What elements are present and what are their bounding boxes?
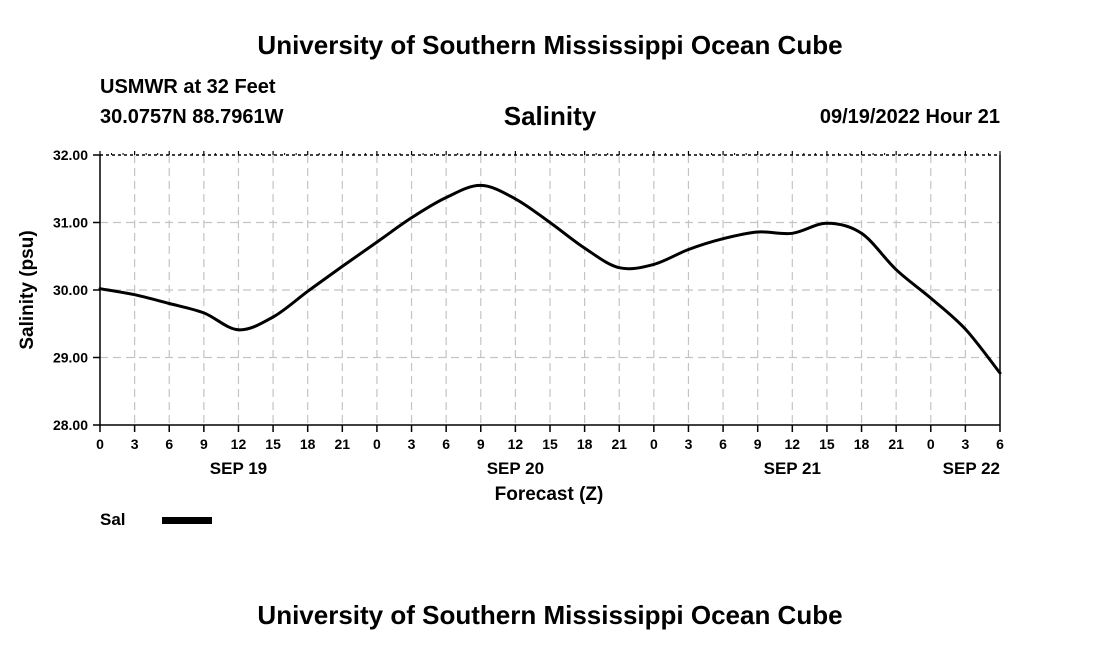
- y-axis-ticks: 28.00 29.00 30.00 31.00 32.00: [53, 147, 100, 433]
- x-tick-label: 21: [335, 436, 351, 452]
- grid: [100, 155, 1000, 425]
- x-tick-label: 18: [300, 436, 316, 452]
- x-tick-label: 15: [819, 436, 835, 452]
- y-tick-label: 31.00: [53, 215, 88, 231]
- y-axis-label: Salinity (psu): [17, 230, 38, 349]
- x-tick-label: 0: [96, 436, 104, 452]
- station-label: USMWR at 32 Feet: [100, 76, 276, 98]
- date-label: SEP 22: [943, 459, 1000, 478]
- x-tick-label: 9: [754, 436, 762, 452]
- date-label: SEP 21: [764, 459, 821, 478]
- x-tick-label: 21: [611, 436, 627, 452]
- x-tick-label: 6: [442, 436, 450, 452]
- y-tick-label: 29.00: [53, 350, 88, 366]
- series-line-sal: [98, 183, 1002, 375]
- footer-title: University of Southern Mississippi Ocean…: [257, 600, 843, 630]
- x-tick-label: 12: [231, 436, 247, 452]
- date-label: SEP 19: [210, 459, 267, 478]
- y-tick-label: 30.00: [53, 282, 88, 298]
- x-tick-label: 9: [477, 436, 485, 452]
- x-tick-label: 3: [131, 436, 139, 452]
- salinity-chart: 28.00 29.00 30.00 31.00 32.00 0 3 6 9 12 15 18 21 0 3…: [17, 147, 1004, 505]
- x-tick-label: 3: [685, 436, 693, 452]
- chart-title: Salinity: [503, 101, 597, 131]
- x-tick-label: 12: [785, 436, 801, 452]
- legend-label: Sal: [100, 510, 126, 529]
- x-tick-label: 9: [200, 436, 208, 452]
- x-axis-ticks: 0 3 6 9 12 15 18 21 0 3 6 9 12 15 18 21 0 3 6 9 12 15 18 21 0 3 6: [96, 151, 1004, 452]
- x-tick-label: 18: [577, 436, 593, 452]
- x-tick-label: 15: [542, 436, 558, 452]
- page-title: University of Southern Mississippi Ocean…: [257, 30, 843, 60]
- y-tick-label: 32.00: [53, 147, 88, 163]
- date-label: SEP 20: [487, 459, 544, 478]
- x-tick-label: 3: [408, 436, 416, 452]
- coordinates-label: 30.0757N 88.7961W: [100, 106, 284, 128]
- x-tick-label: 18: [854, 436, 870, 452]
- x-tick-label: 15: [265, 436, 281, 452]
- run-time-label: 09/19/2022 Hour 21: [819, 106, 1000, 128]
- x-tick-label: 6: [719, 436, 727, 452]
- date-labels: SEP 19 SEP 20 SEP 21 SEP 22: [210, 459, 1000, 478]
- x-tick-label: 6: [996, 436, 1004, 452]
- x-tick-label: 12: [508, 436, 524, 452]
- legend-swatch: [162, 517, 212, 524]
- x-tick-label: 6: [165, 436, 173, 452]
- x-axis-label: Forecast (Z): [495, 484, 604, 505]
- x-tick-label: 0: [927, 436, 935, 452]
- x-tick-label: 0: [373, 436, 381, 452]
- x-tick-label: 0: [650, 436, 658, 452]
- x-tick-label: 3: [961, 436, 969, 452]
- y-tick-label: 28.00: [53, 417, 88, 433]
- x-tick-label: 21: [888, 436, 904, 452]
